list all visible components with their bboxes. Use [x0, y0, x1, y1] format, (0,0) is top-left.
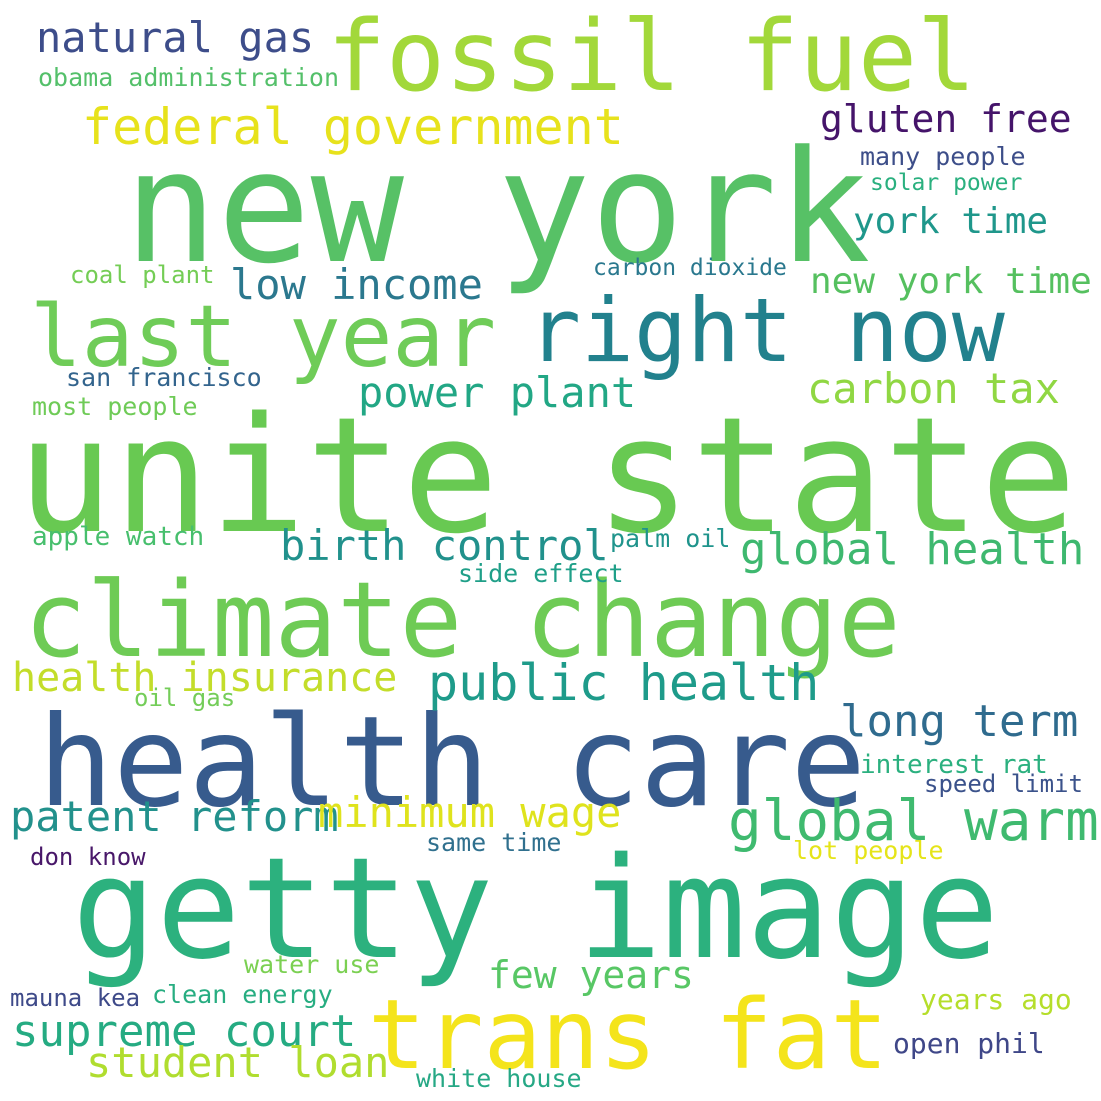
word-long-term: long term — [840, 696, 1079, 747]
word-health-insurance: health insurance — [12, 655, 398, 701]
word-unite-state: unite state — [17, 382, 1077, 569]
word-carbon-tax: carbon tax — [807, 364, 1060, 413]
word-few-years: few years — [488, 953, 694, 997]
word-patent-reform: patent reform — [10, 792, 339, 841]
word-getty-image: getty image — [72, 828, 1000, 991]
word-global-health: global health — [740, 524, 1085, 575]
word-new-york: new york — [124, 117, 871, 298]
word-speed-limit: speed limit — [924, 770, 1083, 798]
word-years-ago: years ago — [920, 983, 1072, 1016]
word-climate-change: climate change — [24, 559, 901, 681]
word-power-plant: power plant — [358, 368, 637, 417]
word-birth-control: birth control — [280, 521, 609, 570]
word-apple-watch: apple watch — [32, 522, 205, 552]
word-clean-energy: clean energy — [152, 980, 333, 1009]
word-lot-people: lot people — [793, 836, 944, 865]
word-gluten-free: gluten free — [820, 97, 1072, 141]
word-solar-power: solar power — [870, 170, 1023, 196]
word-water-use: water use — [244, 950, 380, 979]
word-federal-government: federal government — [82, 98, 624, 156]
word-interest-rat: interest rat — [860, 750, 1048, 780]
word-don-know: don know — [30, 843, 146, 871]
word-minimum-wage: minimum wage — [318, 788, 622, 837]
word-mauna-kea: mauna kea — [10, 984, 141, 1012]
word-obama-administration: obama administration — [38, 63, 340, 92]
word-right-now: right now — [528, 279, 1005, 382]
word-same-time: same time — [426, 828, 562, 857]
word-natural-gas: natural gas — [36, 13, 315, 62]
word-public-health: public health — [428, 654, 820, 712]
word-side-effect: side effect — [458, 559, 624, 588]
word-san-francisco: san francisco — [66, 363, 262, 392]
word-palm-oil: palm oil — [610, 524, 731, 553]
word-york-time: york time — [853, 201, 1049, 242]
word-health-care: health care — [38, 690, 866, 835]
word-new-york-time: new york time — [810, 261, 1092, 302]
word-open-phil: open phil — [893, 1027, 1045, 1060]
word-white-house: white house — [416, 1064, 582, 1093]
word-last-year: last year — [30, 287, 496, 387]
word-coal-plant: coal plant — [70, 261, 215, 289]
word-many-people: many people — [860, 142, 1026, 171]
word-carbon-dioxide: carbon dioxide — [593, 255, 787, 281]
word-student-loan: student loan — [86, 1038, 390, 1087]
word-most-people: most people — [32, 392, 198, 421]
word-fossil-fuel: fossil fuel — [327, 0, 977, 114]
word-trans-fat: trans fat — [368, 979, 889, 1091]
word-supreme-court: supreme court — [12, 1006, 357, 1057]
word-global-warm: global warm — [728, 789, 1099, 854]
word-oil-gas: oil gas — [134, 684, 236, 712]
word-low-income: low income — [230, 260, 483, 309]
